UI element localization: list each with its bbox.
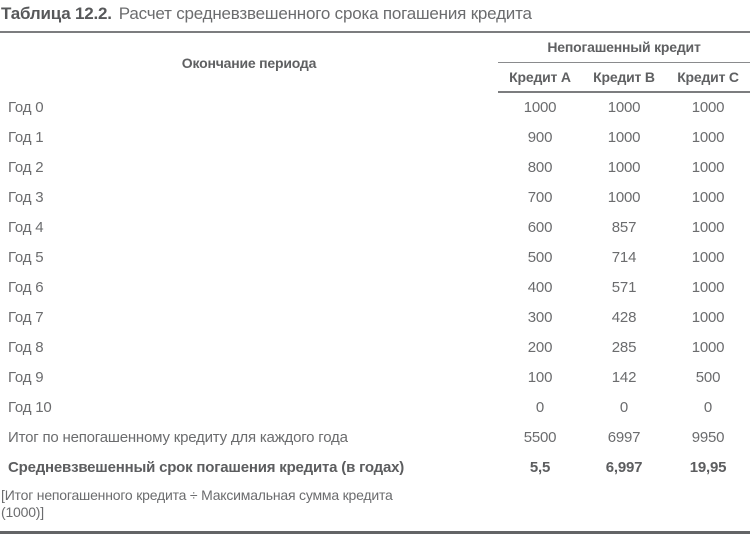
cell-credit-a: 300 xyxy=(527,308,553,326)
cell-credit-b: 285 xyxy=(611,338,637,356)
table-header: Окончание периода Непогашенный кредит Кр… xyxy=(0,32,750,93)
table-row-weighted-average: Средневзвешенный срок погашения кредита … xyxy=(0,452,750,482)
cell-total-credit-b: 6997 xyxy=(607,428,641,446)
table-row-year-6: Год 6 400 571 1000 xyxy=(0,272,750,302)
cell-weighted-credit-c: 19,95 xyxy=(689,458,727,476)
cell-credit-a: 600 xyxy=(527,218,553,236)
table-row-year-1: Год 1 900 1000 1000 xyxy=(0,122,750,152)
footnote-line-1: [Итог непогашенного кредита ÷ Максимальн… xyxy=(1,487,393,503)
column-header-credit-a: Кредит A xyxy=(498,62,582,93)
cell-credit-c: 1000 xyxy=(691,128,725,146)
table-row-year-2: Год 2 800 1000 1000 xyxy=(0,152,750,182)
table-row-year-3: Год 3 700 1000 1000 xyxy=(0,182,750,212)
table-row-year-0: Год 0 1000 1000 1000 xyxy=(0,92,750,122)
footnote-line-2: (1000)] xyxy=(1,504,44,520)
column-header-period: Окончание периода xyxy=(181,54,317,71)
cell-credit-b: 571 xyxy=(611,278,637,296)
row-label: Год 0 xyxy=(8,98,44,116)
table-row-footnote: [Итог непогашенного кредита ÷ Максимальн… xyxy=(0,482,750,532)
column-group-header-outstanding-credit: Непогашенный кредит xyxy=(498,32,750,63)
row-label-weighted-average: Средневзвешенный срок погашения кредита … xyxy=(8,458,405,476)
cell-weighted-credit-a: 5,5 xyxy=(529,458,551,476)
table-caption-text: Расчет средневзвешенного срока погашения… xyxy=(118,4,532,23)
cell-credit-c: 500 xyxy=(695,368,721,386)
cell-total-credit-a: 5500 xyxy=(523,428,557,446)
row-label: Год 5 xyxy=(8,248,44,266)
row-label: Год 2 xyxy=(8,158,44,176)
cell-credit-a: 800 xyxy=(527,158,553,176)
cell-credit-a: 500 xyxy=(527,248,553,266)
table-row-year-10: Год 10 0 0 0 xyxy=(0,392,750,422)
row-label-total: Итог по непогашенному кредиту для каждог… xyxy=(8,428,348,446)
row-label: Год 4 xyxy=(8,218,44,236)
row-label: Год 7 xyxy=(8,308,44,326)
row-label: Год 8 xyxy=(8,338,44,356)
cell-credit-b: 0 xyxy=(619,398,629,416)
cell-credit-b: 1000 xyxy=(607,99,641,116)
header-row-credits: Кредит A Кредит B Кредит C xyxy=(0,62,750,93)
row-label: Год 10 xyxy=(8,398,52,416)
table-footnote: [Итог непогашенного кредита ÷ Максимальн… xyxy=(0,482,750,532)
cell-credit-c: 1000 xyxy=(691,278,725,296)
row-label: Год 1 xyxy=(8,128,44,146)
cell-credit-b: 428 xyxy=(611,308,637,326)
cell-credit-a: 1000 xyxy=(523,99,557,116)
cell-credit-a: 200 xyxy=(527,338,553,356)
row-label: Год 3 xyxy=(8,188,44,206)
table-row-year-5: Год 5 500 714 1000 xyxy=(0,242,750,272)
table-row-year-9: Год 9 100 142 500 xyxy=(0,362,750,392)
table-row-total: Итог по непогашенному кредиту для каждог… xyxy=(0,422,750,452)
table-row-year-7: Год 7 300 428 1000 xyxy=(0,302,750,332)
table-row-year-8: Год 8 200 285 1000 xyxy=(0,332,750,362)
cell-credit-c: 1000 xyxy=(691,218,725,236)
cell-weighted-credit-b: 6,997 xyxy=(605,458,643,476)
cell-credit-a: 700 xyxy=(527,188,553,206)
cell-credit-b: 857 xyxy=(611,218,637,236)
cell-credit-c: 1000 xyxy=(691,188,725,206)
table-caption-number: Таблица 12.2. xyxy=(1,4,112,23)
cell-credit-c: 1000 xyxy=(691,308,725,326)
header-row-group: Окончание периода Непогашенный кредит xyxy=(0,32,750,71)
column-header-credit-b: Кредит B xyxy=(582,62,666,93)
column-header-credit-c: Кредит C xyxy=(666,62,750,93)
cell-credit-b: 1000 xyxy=(607,188,641,206)
cell-credit-c: 0 xyxy=(703,398,713,416)
cell-credit-c: 1000 xyxy=(691,99,725,116)
cell-credit-c: 1000 xyxy=(691,158,725,176)
cell-credit-a: 400 xyxy=(527,278,553,296)
cell-credit-c: 1000 xyxy=(691,338,725,356)
cell-credit-b: 1000 xyxy=(607,128,641,146)
cell-total-credit-c: 9950 xyxy=(691,428,725,446)
cell-credit-c: 1000 xyxy=(691,248,725,266)
table-caption: Таблица 12.2. Расчет средневзвешенного ср… xyxy=(0,0,750,25)
credit-repayment-table: Окончание периода Непогашенный кредит Кр… xyxy=(0,31,750,534)
row-label: Год 6 xyxy=(8,278,44,296)
cell-credit-b: 142 xyxy=(611,368,637,386)
cell-credit-a: 900 xyxy=(527,128,553,146)
cell-credit-a: 0 xyxy=(535,398,545,416)
cell-credit-b: 714 xyxy=(611,248,637,266)
row-label: Год 9 xyxy=(8,368,44,386)
cell-credit-a: 100 xyxy=(527,368,553,386)
table-row-year-4: Год 4 600 857 1000 xyxy=(0,212,750,242)
table-body: Год 0 1000 1000 1000 Год 1 900 1000 1000… xyxy=(0,92,750,532)
cell-credit-b: 1000 xyxy=(607,158,641,176)
